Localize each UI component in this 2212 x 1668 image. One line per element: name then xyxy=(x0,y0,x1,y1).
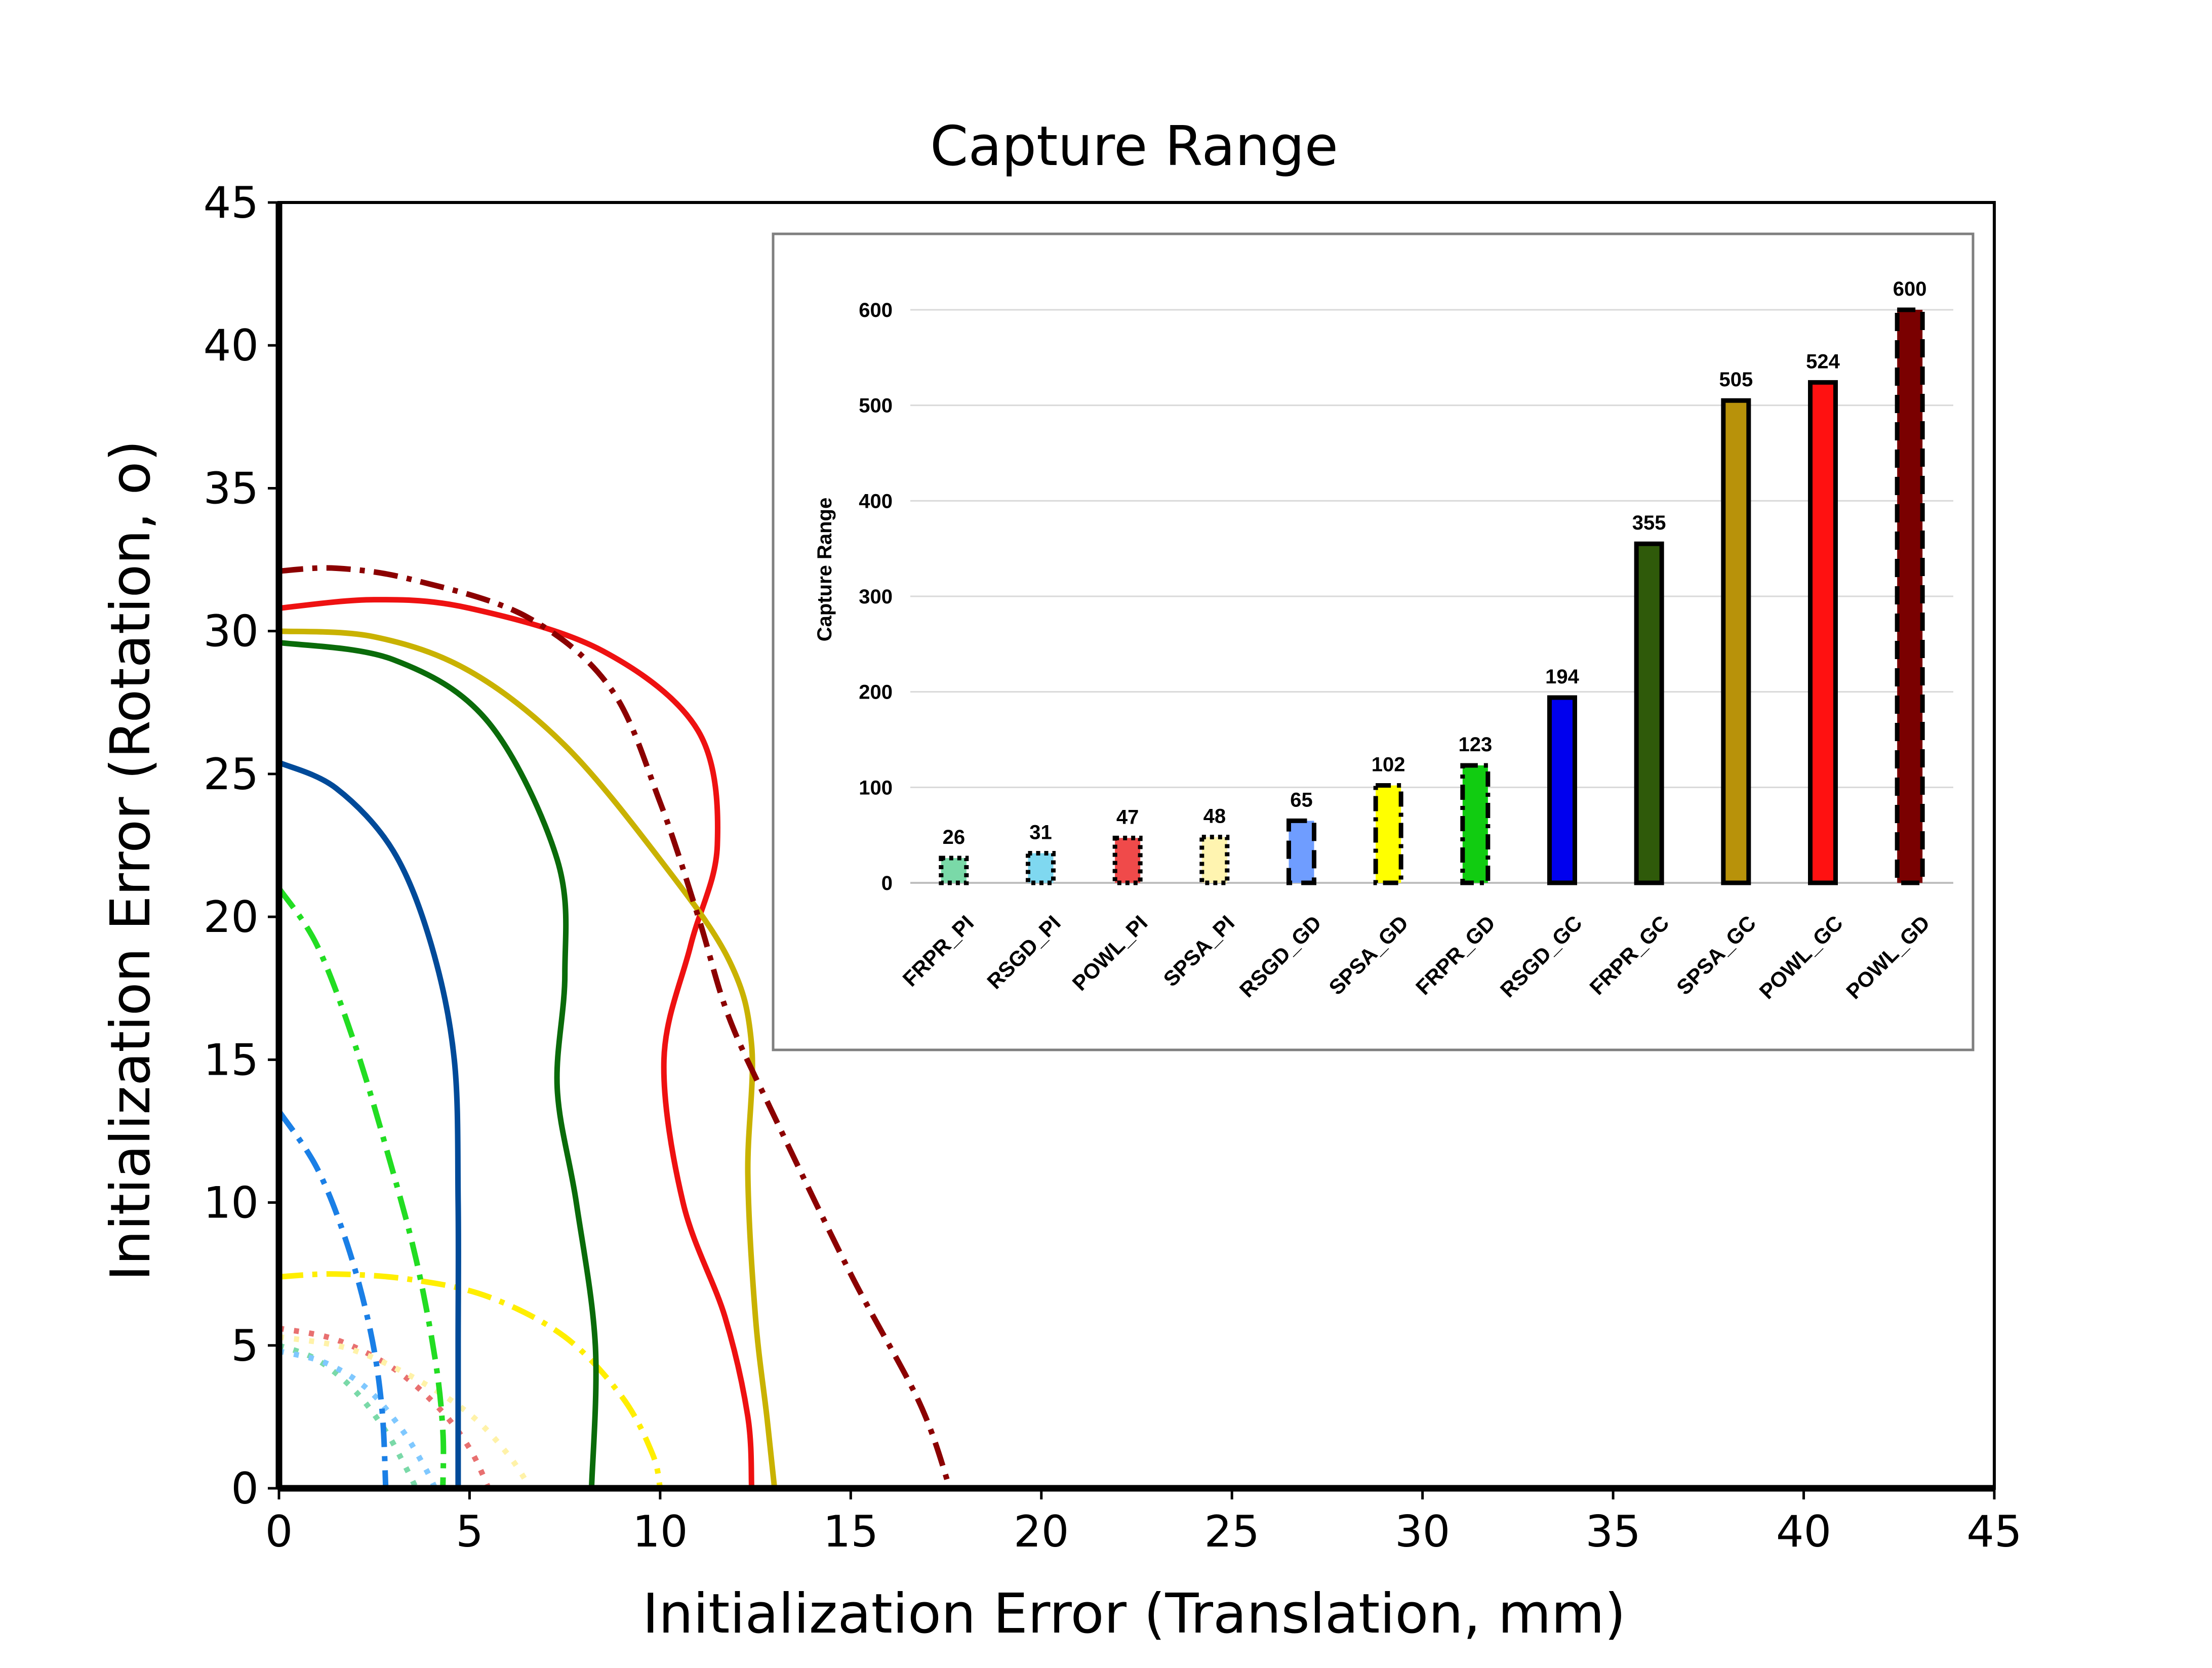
inset-bar-value-label: 123 xyxy=(1458,734,1492,756)
inset-y-tick-label: 100 xyxy=(859,777,893,799)
y-tick-label: 10 xyxy=(204,1178,259,1229)
inset-y-tick-label: 300 xyxy=(859,586,893,608)
contour-line-10 xyxy=(278,597,755,1489)
inset-bar-value-label: 102 xyxy=(1372,754,1405,776)
inset-bar-value-label: 26 xyxy=(943,826,966,848)
inset-bar-FRPR_GD xyxy=(1460,763,1491,885)
x-tick-label: 25 xyxy=(1204,1507,1260,1557)
x-tick-label: 10 xyxy=(632,1507,688,1557)
inset-bar-value-label: 65 xyxy=(1290,789,1313,811)
x-tick-label: 20 xyxy=(1014,1507,1069,1557)
main-plot: Capture Range Initialization Error (Tran… xyxy=(99,115,2022,1646)
inset-bar-RSGD_PI xyxy=(1026,851,1056,885)
inset-bar-value-label: 524 xyxy=(1806,350,1840,373)
inset-y-tick-label: 0 xyxy=(881,872,893,894)
contour-line-6 xyxy=(278,1271,663,1489)
x-tick-label: 40 xyxy=(1776,1507,1831,1557)
inset-bar-FRPR_PI xyxy=(939,856,969,885)
inset-bar-RSGD_GD xyxy=(1286,818,1316,885)
y-tick-label: 0 xyxy=(231,1463,259,1514)
inset-bar-POWL_GC xyxy=(1808,380,1838,885)
inset-y-tick-label: 600 xyxy=(859,299,893,321)
main-series-group xyxy=(276,565,953,1490)
contour-line-12 xyxy=(278,565,953,1489)
x-axis-label: Initialization Error (Translation, mm) xyxy=(642,1582,1626,1646)
inset-gridlines: 0 100 200 300 400 500 600 xyxy=(859,299,1953,894)
inset-bar-value-label: 194 xyxy=(1545,666,1579,688)
x-tick-label: 5 xyxy=(456,1507,484,1557)
y-tick-label: 40 xyxy=(204,320,259,371)
inset-y-tick-label: 200 xyxy=(859,681,893,704)
contour-line-9 xyxy=(278,639,599,1489)
inset-bar-RSGD_GC xyxy=(1547,695,1577,885)
inset-bar-FRPR_GC xyxy=(1634,541,1664,885)
y-tick-label: 45 xyxy=(204,178,259,228)
chart-title: Capture Range xyxy=(930,115,1338,178)
inset-bar-value-label: 355 xyxy=(1632,512,1666,534)
inset-bar-value-label: 47 xyxy=(1116,806,1139,828)
inset-bar-value-label: 31 xyxy=(1029,822,1052,844)
x-tick-label: 45 xyxy=(1966,1507,2022,1557)
x-tick-label: 30 xyxy=(1395,1507,1450,1557)
inset-bar-SPSA_GD xyxy=(1373,783,1403,885)
inset-y-axis-label: Capture Range xyxy=(814,498,836,642)
inset-bar-value-label: 600 xyxy=(1893,278,1927,300)
contour-line-5 xyxy=(276,1109,389,1489)
y-tick-label: 30 xyxy=(204,606,259,657)
x-tick-label: 15 xyxy=(823,1507,878,1557)
inset-bar-value-label: 48 xyxy=(1203,805,1226,827)
inset-y-tick-label: 400 xyxy=(859,490,893,512)
y-tick-label: 5 xyxy=(231,1321,259,1371)
x-tick-label: 35 xyxy=(1585,1507,1640,1557)
inset-bar-POWL_GD xyxy=(1895,307,1925,885)
inset-bar-POWL_PI xyxy=(1112,835,1143,885)
inset-frame xyxy=(772,232,1975,1051)
inset-y-tick-label: 500 xyxy=(859,395,893,417)
main-axis-ticks: 0 5 10 15 20 25 30 35 40 45 0 5 10 15 20 25 30 35 40 45 xyxy=(204,178,2022,1557)
y-tick-label: 15 xyxy=(204,1035,259,1085)
y-tick-label: 35 xyxy=(204,463,259,514)
y-tick-label: 20 xyxy=(204,892,259,943)
contour-line-8 xyxy=(277,760,461,1488)
inset-bar-SPSA_GC xyxy=(1721,398,1751,885)
y-tick-label: 25 xyxy=(204,749,259,800)
contour-line-11 xyxy=(278,628,778,1489)
x-tick-label: 0 xyxy=(265,1507,293,1557)
y-axis-label: Initialization Error (Rotation, o) xyxy=(99,440,163,1281)
inset-bar-value-label: 505 xyxy=(1719,369,1753,391)
inset-bar-SPSA_PI xyxy=(1199,834,1230,885)
